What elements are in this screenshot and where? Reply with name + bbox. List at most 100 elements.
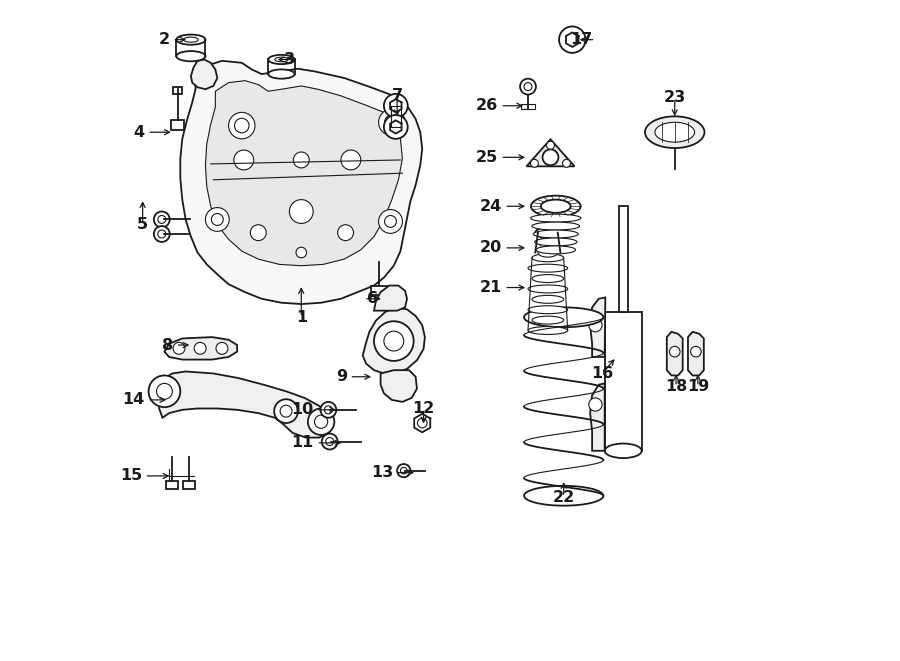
Ellipse shape — [528, 285, 568, 293]
Text: 17: 17 — [571, 32, 593, 47]
Polygon shape — [205, 81, 402, 266]
Bar — [166, 481, 178, 489]
Circle shape — [384, 331, 404, 351]
Circle shape — [158, 215, 166, 223]
Polygon shape — [381, 370, 417, 402]
Bar — [171, 120, 184, 130]
Text: 3: 3 — [284, 52, 295, 67]
Ellipse shape — [538, 248, 558, 257]
Ellipse shape — [184, 37, 198, 42]
Text: 19: 19 — [687, 379, 709, 394]
Polygon shape — [590, 383, 605, 451]
Ellipse shape — [528, 327, 568, 334]
Circle shape — [690, 346, 701, 357]
Circle shape — [562, 159, 571, 167]
Circle shape — [250, 225, 266, 241]
Circle shape — [290, 200, 313, 223]
Circle shape — [320, 402, 337, 418]
Ellipse shape — [532, 254, 563, 262]
Circle shape — [274, 399, 298, 423]
Text: 12: 12 — [412, 401, 435, 416]
Text: 13: 13 — [371, 465, 393, 480]
Polygon shape — [374, 286, 407, 311]
Circle shape — [280, 405, 292, 417]
Ellipse shape — [528, 264, 568, 272]
Circle shape — [670, 346, 680, 357]
Circle shape — [234, 150, 254, 170]
Ellipse shape — [176, 34, 205, 45]
Circle shape — [235, 118, 249, 133]
Circle shape — [589, 319, 602, 332]
Circle shape — [379, 109, 405, 136]
Text: 2: 2 — [158, 32, 170, 47]
Ellipse shape — [268, 55, 294, 64]
Ellipse shape — [531, 196, 580, 217]
Circle shape — [157, 383, 173, 399]
Bar — [521, 104, 535, 109]
Text: 4: 4 — [133, 125, 145, 139]
Circle shape — [212, 214, 223, 225]
Ellipse shape — [605, 444, 642, 458]
Polygon shape — [165, 337, 238, 360]
Ellipse shape — [532, 295, 563, 303]
Text: 11: 11 — [292, 436, 314, 450]
Polygon shape — [526, 139, 574, 167]
Text: 7: 7 — [392, 89, 402, 103]
Text: 22: 22 — [553, 490, 575, 504]
Circle shape — [154, 212, 170, 227]
Circle shape — [293, 152, 310, 168]
Circle shape — [296, 247, 307, 258]
Polygon shape — [590, 297, 606, 357]
Circle shape — [158, 230, 166, 238]
Text: 9: 9 — [336, 369, 346, 384]
Ellipse shape — [176, 51, 205, 61]
Circle shape — [589, 398, 602, 411]
Circle shape — [308, 408, 334, 435]
Ellipse shape — [532, 316, 563, 324]
Circle shape — [173, 342, 184, 354]
Text: 14: 14 — [122, 393, 145, 407]
Circle shape — [322, 434, 338, 449]
Polygon shape — [688, 332, 704, 375]
Text: 6: 6 — [366, 292, 378, 306]
Ellipse shape — [536, 227, 561, 238]
Ellipse shape — [268, 69, 294, 79]
Circle shape — [520, 79, 536, 95]
Circle shape — [326, 438, 334, 446]
Ellipse shape — [528, 306, 568, 314]
Circle shape — [384, 215, 397, 227]
Ellipse shape — [655, 122, 695, 142]
Circle shape — [384, 115, 399, 130]
Circle shape — [341, 150, 361, 170]
Polygon shape — [191, 59, 217, 89]
Ellipse shape — [645, 116, 705, 148]
Circle shape — [379, 210, 402, 233]
Circle shape — [530, 159, 538, 167]
Circle shape — [543, 149, 558, 165]
Circle shape — [524, 83, 532, 91]
Ellipse shape — [532, 222, 580, 230]
Circle shape — [546, 141, 554, 149]
Ellipse shape — [536, 246, 576, 254]
Text: 18: 18 — [665, 379, 688, 394]
Text: 26: 26 — [475, 98, 498, 113]
Circle shape — [397, 464, 410, 477]
Text: 20: 20 — [480, 241, 501, 255]
Circle shape — [324, 406, 332, 414]
Circle shape — [374, 321, 414, 361]
Circle shape — [154, 226, 170, 242]
Circle shape — [418, 418, 428, 428]
Circle shape — [194, 342, 206, 354]
Polygon shape — [667, 332, 683, 375]
Circle shape — [338, 225, 354, 241]
Bar — [605, 312, 642, 451]
Ellipse shape — [532, 274, 563, 282]
Text: 5: 5 — [137, 217, 148, 232]
Ellipse shape — [531, 214, 580, 222]
Text: 24: 24 — [480, 199, 501, 214]
Text: 15: 15 — [120, 469, 142, 483]
Ellipse shape — [535, 238, 577, 246]
Text: 1: 1 — [296, 310, 307, 325]
Text: 23: 23 — [663, 91, 686, 105]
Text: 8: 8 — [162, 338, 173, 352]
